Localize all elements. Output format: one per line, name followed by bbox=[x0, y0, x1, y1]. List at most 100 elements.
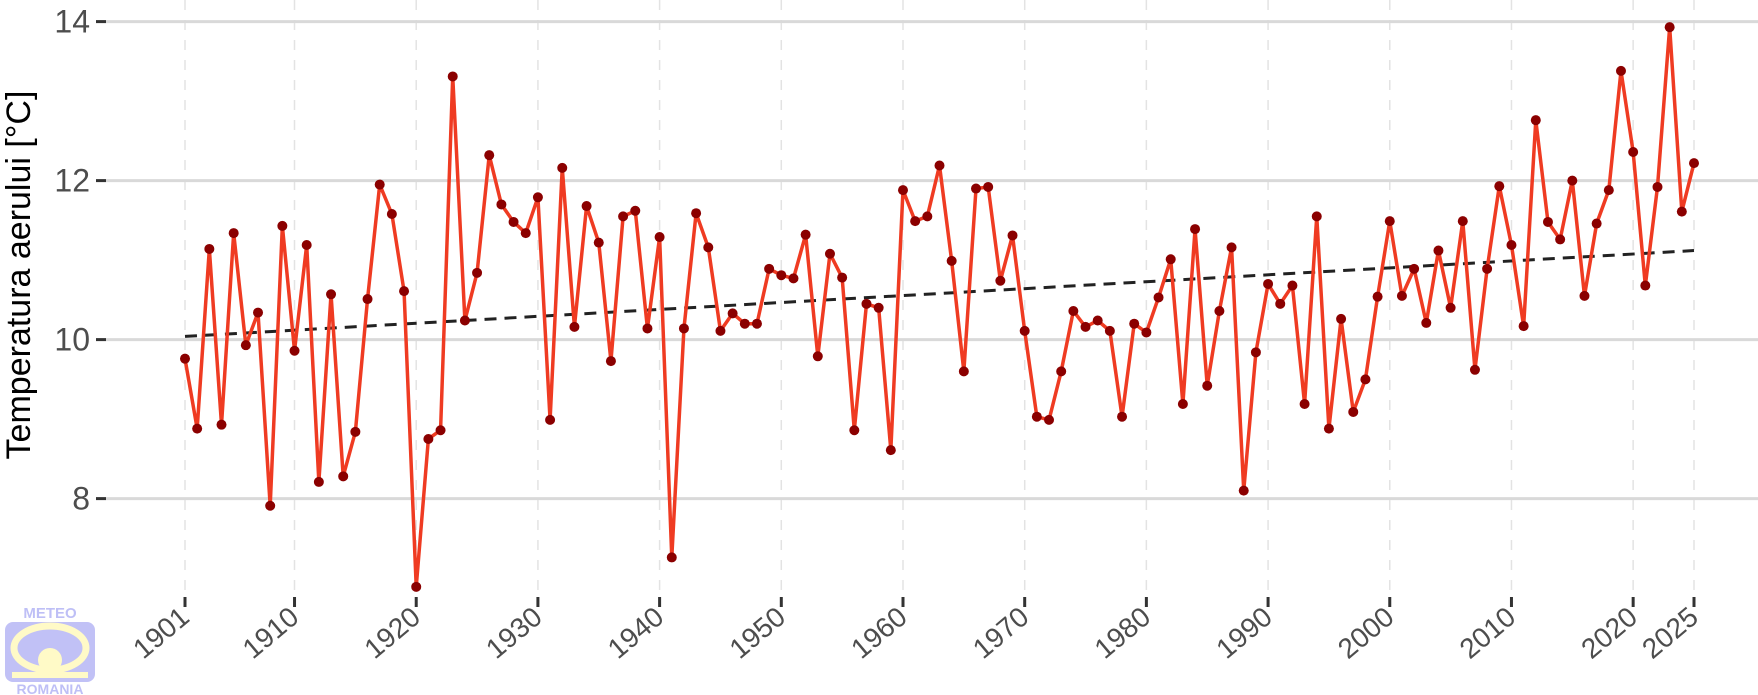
data-point bbox=[1445, 302, 1456, 313]
data-point bbox=[1396, 290, 1407, 301]
data-point bbox=[812, 351, 823, 362]
trend-line bbox=[184, 249, 1695, 338]
data-point bbox=[1238, 485, 1249, 496]
data-point bbox=[253, 307, 264, 318]
data-point bbox=[1555, 234, 1566, 245]
x-tick-label: 1950 bbox=[724, 601, 792, 665]
data-point bbox=[1542, 216, 1553, 227]
data-point bbox=[642, 323, 653, 334]
y-tick-label: 10 bbox=[54, 322, 90, 358]
data-point bbox=[484, 150, 495, 161]
data-point bbox=[971, 183, 982, 194]
data-point bbox=[1579, 290, 1590, 301]
data-point bbox=[1092, 315, 1103, 326]
x-tick-label: 1990 bbox=[1210, 601, 1278, 665]
data-point bbox=[192, 423, 203, 434]
data-point bbox=[1421, 317, 1432, 328]
data-point bbox=[1068, 305, 1079, 316]
data-point bbox=[313, 476, 324, 487]
logo-text-bottom: ROMANIA bbox=[17, 681, 84, 695]
data-point bbox=[1275, 298, 1286, 309]
data-point bbox=[934, 160, 945, 171]
temperature-series bbox=[180, 22, 1699, 592]
data-point bbox=[581, 201, 592, 212]
data-point bbox=[800, 229, 811, 240]
data-point bbox=[1482, 263, 1493, 274]
data-point bbox=[1603, 185, 1614, 196]
data-point bbox=[1409, 263, 1420, 274]
data-point bbox=[1007, 230, 1018, 241]
data-point bbox=[654, 232, 665, 243]
x-tick-label: 2025 bbox=[1636, 601, 1704, 665]
data-point bbox=[678, 323, 689, 334]
data-point bbox=[1567, 175, 1578, 186]
data-point bbox=[1177, 398, 1188, 409]
data-point bbox=[1689, 158, 1699, 169]
data-point bbox=[1384, 216, 1395, 227]
data-point bbox=[1311, 211, 1322, 222]
data-point bbox=[666, 552, 677, 563]
data-point bbox=[338, 471, 349, 482]
y-tick-label: 8 bbox=[72, 481, 90, 517]
data-point bbox=[1031, 411, 1042, 422]
data-point bbox=[715, 325, 726, 336]
data-point bbox=[605, 356, 616, 367]
data-point bbox=[1348, 406, 1359, 417]
logo-text-top: METEO bbox=[23, 605, 77, 622]
data-point bbox=[727, 308, 738, 319]
data-point bbox=[569, 321, 580, 332]
data-point bbox=[1263, 278, 1274, 289]
x-tick-label: 1920 bbox=[358, 601, 426, 665]
data-point bbox=[618, 211, 629, 222]
data-point bbox=[764, 263, 775, 274]
data-point bbox=[350, 426, 361, 437]
data-point bbox=[265, 500, 276, 511]
data-point bbox=[837, 272, 848, 283]
data-point bbox=[1433, 245, 1444, 256]
data-point bbox=[423, 433, 434, 444]
data-point bbox=[1457, 216, 1468, 227]
data-point bbox=[630, 205, 641, 216]
x-tick-label: 2010 bbox=[1454, 601, 1522, 665]
data-point bbox=[228, 228, 239, 239]
data-point bbox=[435, 425, 446, 436]
data-point bbox=[739, 318, 750, 329]
data-point bbox=[1530, 115, 1541, 126]
data-point bbox=[1129, 318, 1140, 329]
data-point bbox=[751, 318, 762, 329]
data-point bbox=[885, 445, 896, 456]
data-point bbox=[1044, 414, 1055, 425]
data-point bbox=[873, 302, 884, 313]
data-point bbox=[861, 298, 872, 309]
data-point bbox=[216, 419, 227, 430]
data-point bbox=[386, 208, 397, 219]
x-axis: 1901 1910 1920 1930 1940 1950 1960 1970 1980 1990… bbox=[127, 597, 1704, 665]
data-point bbox=[1360, 374, 1371, 385]
data-point bbox=[824, 248, 835, 259]
data-point bbox=[1664, 22, 1675, 33]
data-point bbox=[849, 425, 860, 436]
data-point bbox=[289, 345, 300, 356]
data-point bbox=[545, 414, 556, 425]
x-tick-label: 1910 bbox=[237, 601, 305, 665]
data-point bbox=[593, 237, 604, 248]
data-point bbox=[897, 185, 908, 196]
data-point bbox=[1494, 181, 1505, 192]
x-tick-label: 2000 bbox=[1332, 601, 1400, 665]
data-point bbox=[1165, 254, 1176, 265]
data-point bbox=[204, 243, 215, 254]
data-point bbox=[240, 340, 251, 351]
data-point bbox=[1056, 366, 1067, 377]
meteo-romania-logo: METEO ROMANIA bbox=[5, 605, 95, 695]
y-axis-label: Temperatura aerului [°C] bbox=[0, 91, 38, 460]
data-point bbox=[691, 208, 702, 219]
data-point bbox=[1226, 242, 1237, 253]
data-point bbox=[1628, 146, 1639, 157]
data-point bbox=[1591, 218, 1602, 229]
trend-line-path bbox=[184, 249, 1695, 338]
data-point bbox=[411, 581, 422, 592]
data-point bbox=[1153, 292, 1164, 303]
x-tick-label: 1970 bbox=[967, 601, 1035, 665]
data-point bbox=[958, 366, 969, 377]
y-axis: 8 10 12 14 bbox=[54, 4, 106, 517]
